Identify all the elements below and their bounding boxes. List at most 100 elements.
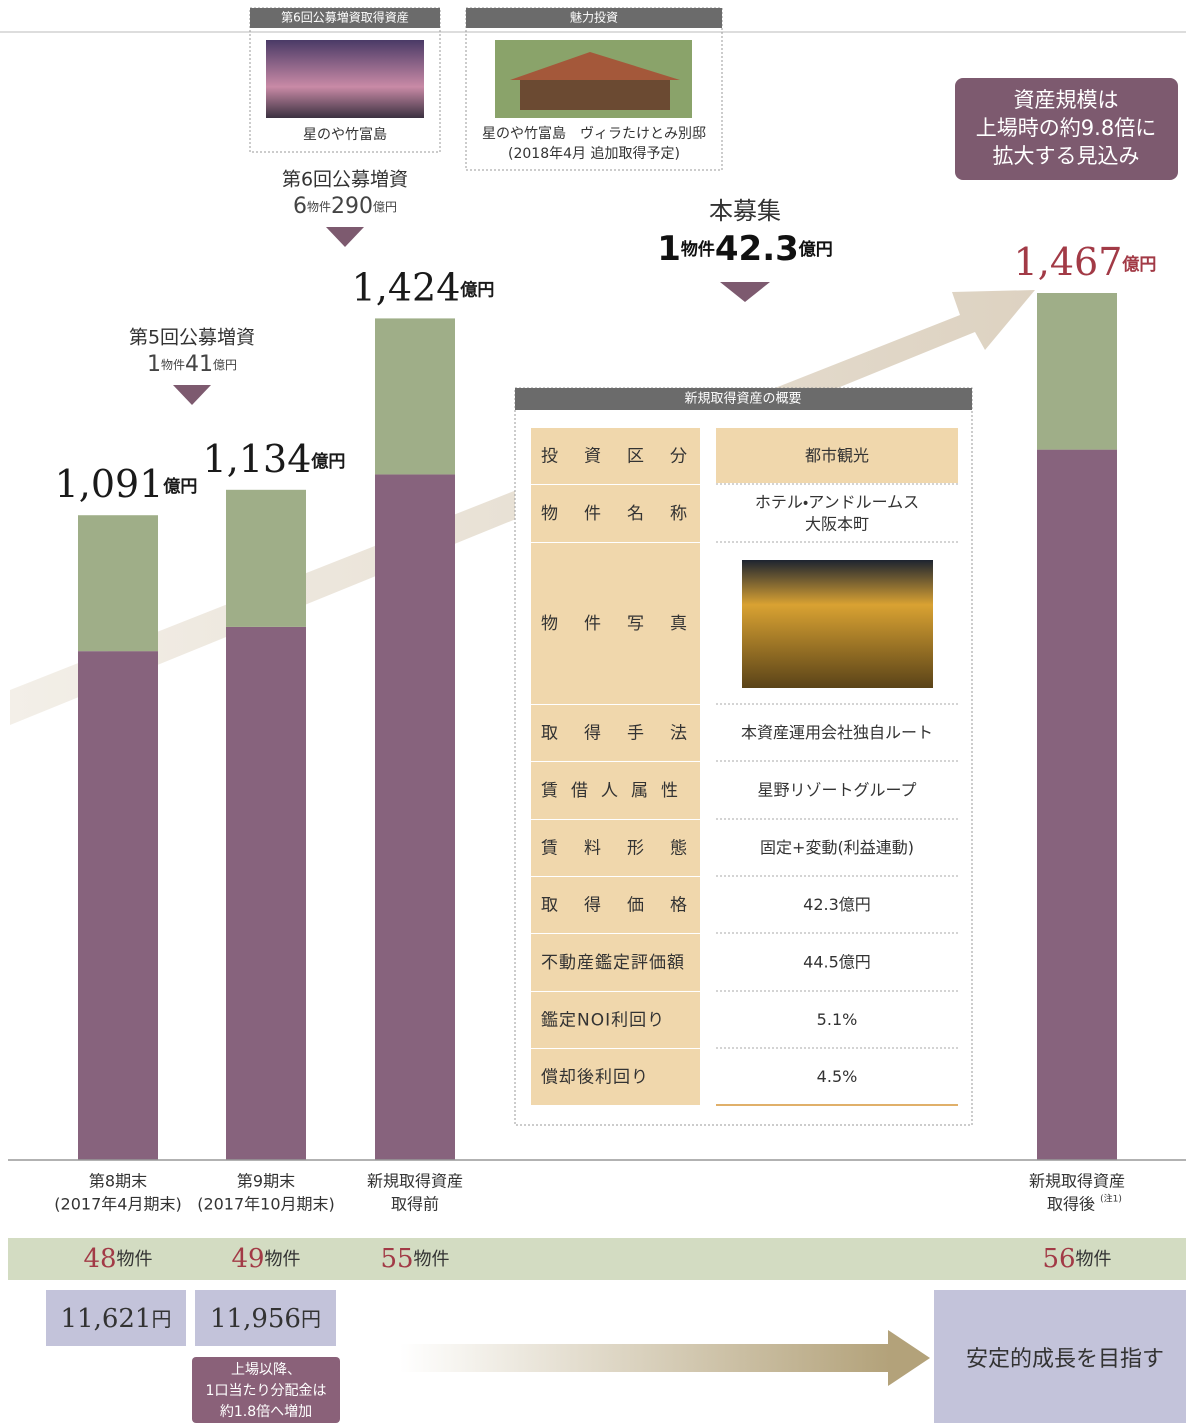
bar-segment bbox=[226, 627, 306, 1160]
row-label: 取得価格 bbox=[541, 896, 713, 916]
total-value: 1,134 bbox=[203, 436, 312, 480]
bar-segment bbox=[375, 474, 455, 1160]
total-label: 1,467億円 bbox=[1014, 240, 1157, 284]
infographic: 第6回公募増資取得資産 星のや竹富島 魅力投資 星のや竹富島 ヴィラたけとみ別邸… bbox=[0, 0, 1186, 1423]
offering-marker bbox=[173, 385, 211, 405]
photo-house bbox=[520, 80, 670, 110]
goal-arrow bbox=[400, 1344, 890, 1372]
offering-amount: 41 bbox=[185, 352, 213, 377]
goal-text: 安定的成長を目指す bbox=[966, 1347, 1164, 1372]
offering-unit: 物件 bbox=[681, 239, 715, 260]
bar-segment bbox=[78, 515, 158, 651]
offering-unit: 物件 bbox=[307, 200, 331, 214]
row-value: ホテル・アンドルームス bbox=[755, 493, 919, 512]
total-value: 1,091 bbox=[55, 462, 164, 506]
x-tick-label: (2017年10月期末) bbox=[197, 1195, 335, 1214]
total-unit: 億円 bbox=[162, 476, 197, 497]
offering-unit: 物件 bbox=[161, 358, 185, 372]
count-band bbox=[8, 1238, 1186, 1280]
x-tick-label: 新規取得資産 bbox=[1029, 1172, 1125, 1191]
offering-unit: 億円 bbox=[798, 239, 833, 260]
row-value: 星野リゾートグループ bbox=[757, 781, 916, 800]
row-label: 取得手法 bbox=[541, 724, 713, 744]
count-unit: 物件 bbox=[265, 1249, 301, 1270]
distribution: 11,956円 bbox=[210, 1304, 321, 1334]
bar-segment bbox=[1037, 293, 1117, 450]
row-value: 本資産運用会社独自ルート bbox=[741, 723, 933, 742]
x-tick-label: 第8期末 bbox=[89, 1172, 147, 1191]
callout-text: 上場時の約9.8倍に bbox=[976, 116, 1156, 140]
offering-title: 第5回公募増資 bbox=[129, 327, 255, 349]
acquired-box-title: 第6回公募増資取得資産 bbox=[281, 10, 409, 25]
x-tick-label: 取得後 bbox=[1047, 1195, 1095, 1214]
total-label: 1,424億円 bbox=[352, 265, 495, 309]
callout-text: 拡大する見込み bbox=[993, 144, 1140, 168]
total-label: 1,091億円 bbox=[55, 462, 198, 506]
total-unit: 億円 bbox=[310, 451, 345, 472]
note-text: 1口当たり分配金は bbox=[206, 1383, 327, 1399]
x-tick-label: 取得前 bbox=[391, 1195, 439, 1214]
photo-caption: (2018年4月 追加取得予定) bbox=[508, 145, 680, 162]
count-unit: 物件 bbox=[414, 1249, 450, 1270]
offering-unit: 億円 bbox=[213, 358, 237, 372]
offering-detail: 1物件42.3億円 bbox=[657, 229, 833, 269]
row-label: 償却後利回り bbox=[541, 1068, 649, 1088]
offering-count: 1 bbox=[657, 229, 681, 269]
offering-title: 第6回公募増資 bbox=[282, 169, 408, 191]
property-count: 55物件 bbox=[380, 1244, 449, 1274]
photo-caption: 星のや竹富島 bbox=[303, 127, 387, 143]
distribution-value: 11,956 bbox=[210, 1304, 301, 1334]
total-value: 1,467 bbox=[1014, 240, 1123, 284]
offering-amount: 290 bbox=[331, 194, 373, 219]
row-label: 鑑定NOI利回り bbox=[541, 1011, 665, 1031]
x-tick-label: 新規取得資産 bbox=[367, 1172, 463, 1191]
row-label: 不動産鑑定評価額 bbox=[541, 953, 685, 973]
row-value: 4.5% bbox=[817, 1067, 858, 1086]
property-count: 49物件 bbox=[231, 1244, 300, 1274]
row-value: 大阪本町 bbox=[805, 515, 869, 534]
row-label: 物件名称 bbox=[541, 504, 713, 524]
photo bbox=[266, 40, 424, 118]
total-unit: 億円 bbox=[1121, 254, 1156, 275]
distribution: 11,621円 bbox=[61, 1304, 172, 1334]
row-value: 44.5億円 bbox=[803, 953, 871, 972]
bar-segment bbox=[226, 490, 306, 627]
count-value: 48 bbox=[83, 1244, 116, 1274]
count-unit: 物件 bbox=[1076, 1249, 1112, 1270]
row-label: 賃料形態 bbox=[541, 839, 713, 859]
total-unit: 億円 bbox=[459, 279, 494, 300]
offering-count: 6 bbox=[293, 194, 307, 219]
distribution-unit: 円 bbox=[301, 1307, 321, 1331]
offering-unit: 億円 bbox=[373, 200, 397, 214]
offering-detail: 6物件290億円 bbox=[293, 194, 397, 219]
count-value: 55 bbox=[380, 1244, 413, 1274]
count-value: 49 bbox=[231, 1244, 264, 1274]
table-title: 新規取得資産の概要 bbox=[684, 391, 801, 407]
row-value: 42.3億円 bbox=[803, 895, 871, 914]
category-note: (注1) bbox=[1100, 1193, 1122, 1205]
row-value: 固定+変動(利益連動) bbox=[760, 838, 914, 857]
property-count: 56物件 bbox=[1042, 1244, 1111, 1274]
offering-marker bbox=[326, 227, 364, 247]
bar-segment bbox=[78, 651, 158, 1160]
bar-segment bbox=[375, 318, 455, 474]
invest-box-title: 魅力投資 bbox=[570, 10, 618, 25]
x-tick-label: 第9期末 bbox=[237, 1172, 295, 1191]
photo-caption: 星のや竹富島 ヴィラたけとみ別邸 bbox=[482, 125, 706, 142]
note-text: 約1.8倍へ増加 bbox=[220, 1404, 312, 1420]
property-count: 48物件 bbox=[83, 1244, 152, 1274]
bar-segment bbox=[1037, 450, 1117, 1160]
distribution-value: 11,621 bbox=[61, 1304, 152, 1334]
distribution-unit: 円 bbox=[151, 1307, 171, 1331]
row-label: 投資区分 bbox=[541, 447, 713, 467]
note-text: 上場以降、 bbox=[231, 1362, 301, 1378]
total-value: 1,424 bbox=[352, 265, 461, 309]
x-tick-label: (2017年4月期末) bbox=[54, 1195, 181, 1214]
count-unit: 物件 bbox=[117, 1249, 153, 1270]
row-label: 物件写真 bbox=[541, 614, 713, 634]
offering-amount: 42.3 bbox=[715, 229, 799, 269]
goal-arrowhead bbox=[888, 1330, 930, 1386]
offering-detail: 1物件41億円 bbox=[147, 352, 237, 377]
total-label: 1,134億円 bbox=[203, 436, 346, 480]
callout-text: 資産規模は bbox=[1014, 88, 1119, 112]
